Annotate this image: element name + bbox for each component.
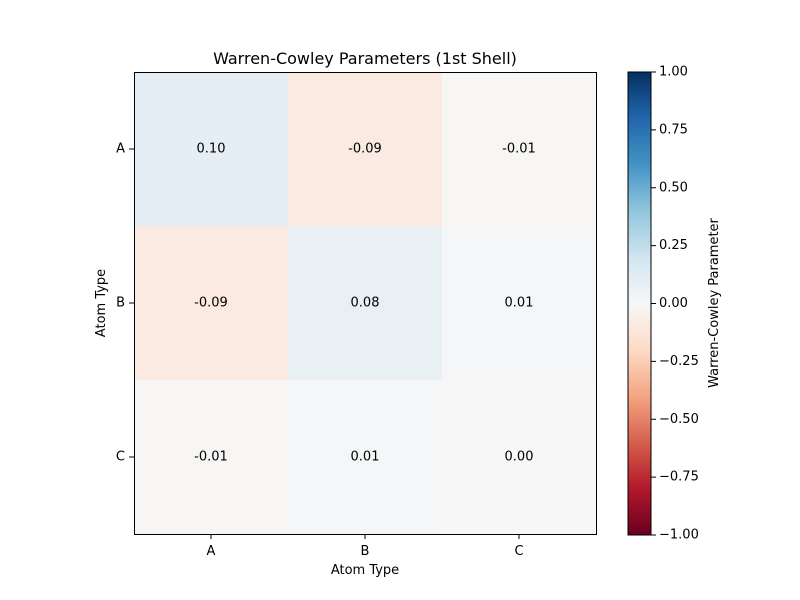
heatmap-cell-A-A <box>134 72 289 227</box>
x-axis-label: Atom Type <box>331 563 399 578</box>
colorbar-tick-label: 0.75 <box>659 122 688 137</box>
y-tick-label: B <box>116 296 125 311</box>
heatmap-cell-B-B <box>288 226 443 381</box>
colorbar-label: Warren-Cowley Parameter <box>707 217 722 387</box>
cell-value-label: 0.00 <box>505 450 534 465</box>
chart-title: Warren-Cowley Parameters (1st Shell) <box>213 49 517 68</box>
heatmap-cell-B-C <box>442 226 597 381</box>
heatmap-cell-A-C <box>442 72 597 227</box>
cell-value-label: 0.08 <box>351 296 380 311</box>
y-tick-label: C <box>116 450 125 465</box>
cell-value-label: 0.01 <box>351 450 380 465</box>
x-tick-label: C <box>514 544 523 559</box>
colorbar-ticks: 1.00 0.75 0.50 0.25 0.00 −0.25 −0.50 −0.75 −1.00 <box>651 65 699 543</box>
cell-value-label: -0.01 <box>502 142 536 157</box>
heatmap-cell-C-B <box>288 380 443 535</box>
cell-value-label: 0.10 <box>197 142 226 157</box>
heatmap-cells <box>134 72 597 535</box>
colorbar-tick-label: −1.00 <box>659 528 699 543</box>
colorbar-tick-label: −0.50 <box>659 412 699 427</box>
cell-value-label: -0.09 <box>348 142 382 157</box>
colorbar-tick-label: 0.50 <box>659 180 688 195</box>
colorbar-tick-label: 0.25 <box>659 238 688 253</box>
heatmap-cell-labels: 0.10 -0.09 -0.01 -0.09 0.08 0.01 -0.01 0.01 0.00 <box>194 142 536 465</box>
x-axis: A B C <box>207 534 524 559</box>
y-axis-label: Atom Type <box>94 269 109 337</box>
heatmap-cell-C-C <box>442 380 597 535</box>
y-tick-label: A <box>116 142 125 157</box>
heatmap-cell-C-A <box>134 380 289 535</box>
x-tick-label: A <box>207 544 216 559</box>
cell-value-label: -0.09 <box>194 296 228 311</box>
colorbar <box>627 71 652 536</box>
colorbar-tick-label: −0.25 <box>659 354 699 369</box>
cell-value-label: 0.01 <box>505 296 534 311</box>
cell-value-label: -0.01 <box>194 450 228 465</box>
colorbar-tick-label: −0.75 <box>659 470 699 485</box>
heatmap-cell-A-B <box>288 72 443 227</box>
y-axis: A B C <box>116 142 134 465</box>
heatmap-cell-B-A <box>134 226 289 381</box>
colorbar-tick-label: 0.00 <box>659 296 688 311</box>
colorbar-tick-label: 1.00 <box>659 65 688 80</box>
x-tick-label: B <box>361 544 370 559</box>
